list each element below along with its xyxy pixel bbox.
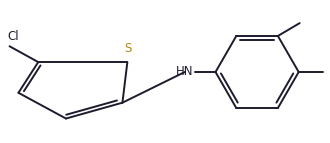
Text: HN: HN (176, 65, 194, 79)
Text: S: S (125, 42, 132, 55)
Text: Cl: Cl (8, 30, 19, 43)
